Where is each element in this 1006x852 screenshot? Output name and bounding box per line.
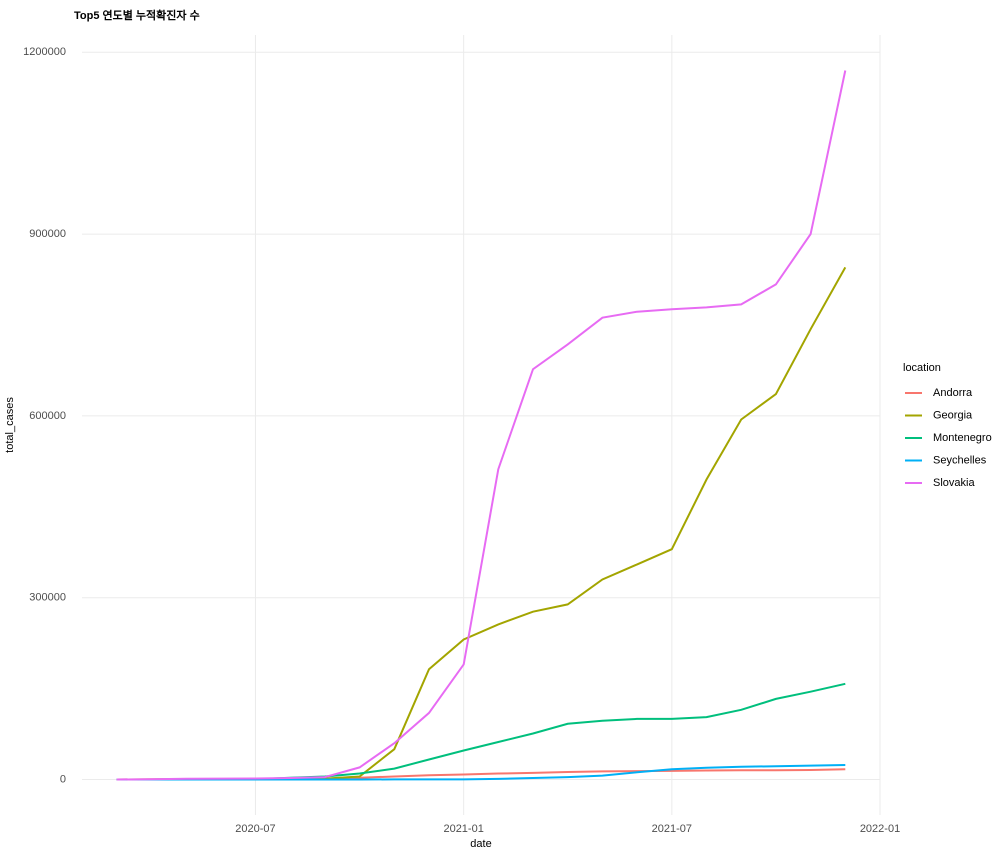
- x-tick-label: 2022-01: [860, 823, 900, 835]
- legend-title: location: [903, 362, 941, 374]
- series-line: [116, 70, 847, 781]
- legend-label: Montenegro: [933, 432, 992, 444]
- series-line: [116, 266, 847, 781]
- y-tick-label: 900000: [29, 228, 66, 240]
- series-line: [116, 764, 846, 781]
- y-tick-label: 600000: [29, 410, 66, 422]
- x-axis-label: date: [470, 838, 491, 850]
- y-tick-label: 300000: [29, 592, 66, 604]
- x-tick-label: 2021-01: [443, 823, 483, 835]
- series-line: [116, 682, 846, 781]
- chart-title: Top5 연도별 누적확진자 수: [74, 8, 200, 22]
- legend-label: Andorra: [933, 387, 973, 399]
- x-tick-label: 2021-07: [652, 823, 692, 835]
- x-tick-label: 2020-07: [235, 823, 275, 835]
- y-tick-label: 0: [60, 773, 66, 785]
- legend-label: Seychelles: [933, 454, 987, 466]
- y-axis-label: total_cases: [4, 397, 16, 453]
- y-tick-label: 1200000: [23, 46, 66, 58]
- legend-label: Slovakia: [933, 477, 975, 489]
- legend-label: Georgia: [933, 409, 973, 421]
